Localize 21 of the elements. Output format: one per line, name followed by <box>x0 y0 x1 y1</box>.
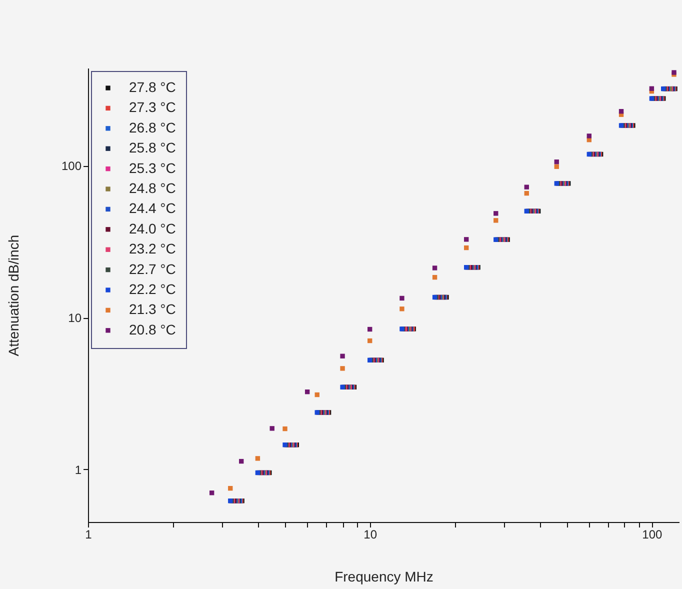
x-tick-label: 100 <box>642 528 663 542</box>
legend-label: 25.8 °C <box>129 140 176 156</box>
legend-label: 24.0 °C <box>129 220 176 236</box>
legend-label: 27.8 °C <box>129 79 176 95</box>
legend-label: 23.2 °C <box>129 240 176 257</box>
legend-label: 20.8 °C <box>129 321 176 338</box>
legend-label: 26.8 °C <box>129 119 176 136</box>
legend-label: 22.7 °C <box>129 260 176 277</box>
y-tick-label: 1 <box>74 462 82 477</box>
x-axis-title: Frequency MHz <box>334 568 434 584</box>
legend-label: 24.8 °C <box>129 180 176 196</box>
legend-label: 27.3 °C <box>129 99 176 116</box>
y-tick-label: 10 <box>68 311 82 326</box>
y-tick-label: 100 <box>61 159 82 174</box>
x-tick-label: 10 <box>364 528 378 542</box>
x-tick-label: 1 <box>85 528 92 542</box>
legend-label: 25.3 °C <box>129 160 176 176</box>
y-axis-title: Attenuation dB/inch <box>5 234 22 356</box>
legend-label: 21.3 °C <box>129 301 176 318</box>
legend-label: 22.2 °C <box>129 281 176 297</box>
legend-label: 24.4 °C <box>129 200 176 216</box>
